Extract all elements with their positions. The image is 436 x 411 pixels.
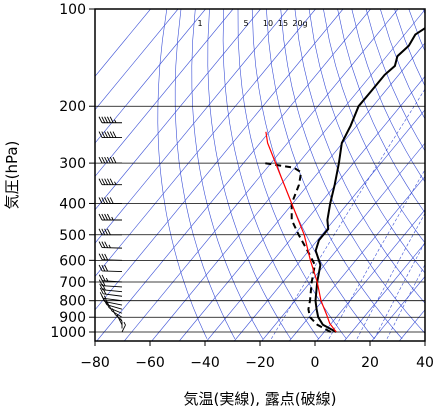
mixing-ratio-label: 20g [292,19,307,28]
isotherm-line [261,142,425,341]
isotherm-line [95,9,344,311]
y-axis-label: 気圧(hPa) [3,141,21,210]
dry-adiabat-line [308,9,425,274]
mixing-ratio-label: 1 [197,19,202,28]
y-tick-label: 100 [59,2,86,18]
isotherm-line [179,42,425,341]
mixing-ratio-label: 15 [278,19,288,28]
wind-barb [98,241,123,249]
x-tick-label: −20 [245,355,275,371]
isotherm-line [96,9,371,341]
dry-adiabat-line [157,9,208,339]
mixing-ratio-line [374,241,425,339]
wind-barb [98,228,122,236]
dry-adiabat-line [191,9,264,339]
y-tick-label: 600 [59,253,86,269]
x-tick-label: −80 [80,355,110,371]
background-lines [95,9,436,341]
x-tick-label: 40 [416,355,434,371]
y-tick-label: 900 [59,310,86,326]
dry-adiabat-line [207,9,291,339]
wind-barb [98,274,123,283]
wind-barb [121,321,126,333]
mixing-ratio-labels: 1 5 10 15 20g [197,19,307,28]
wind-barb [98,253,123,261]
wind-barb [99,292,123,302]
isotherm-line [95,9,261,211]
isotherm-line [95,9,234,177]
isotherm-line [95,9,289,244]
isotherm-line [206,75,425,341]
isotherm-line [427,9,436,341]
isotherm-line [316,209,425,341]
x-axis-ticks: −80 −60 −40 −20 0 20 40 [80,341,434,371]
dry-adiabat-line [222,9,319,339]
isotherm-line [124,9,399,341]
plot-frame [94,8,426,342]
isotherm-line [151,9,425,341]
isotherm-line [399,309,425,341]
wind-barb [98,264,123,273]
dry-adiabat-line [266,9,403,339]
mixing-ratio-line [386,263,425,339]
isotherm-line [95,9,179,111]
y-tick-label: 1000 [50,325,86,341]
wind-barb [111,308,123,322]
y-tick-label: 800 [59,294,86,310]
y-tick-label: 200 [59,99,86,115]
wind-barb [99,287,123,297]
y-tick-label: 500 [59,228,86,244]
dry-adiabat-line [365,9,425,152]
parcel-line [265,131,337,333]
isotherm-line [95,9,151,77]
dry-adiabat-line [237,9,347,339]
mixing-ratio-label: 5 [243,19,248,28]
y-tick-label: 400 [59,196,86,212]
wind-barb [98,156,122,164]
wind-barb [98,116,122,124]
isotherm-line [289,175,425,341]
dry-adiabat-line [280,9,425,334]
isotherm-line [371,276,425,341]
x-tick-label: −60 [135,355,165,371]
mixing-ratio-label: 10 [263,19,273,28]
dry-adiabat-line [174,9,236,339]
isotherm-line [95,9,206,144]
x-tick-label: 0 [311,355,320,371]
series-lines [264,26,425,333]
y-tick-label: 700 [59,275,86,291]
y-tick-label: 300 [59,156,86,172]
dry-adiabat-line [394,9,425,87]
dry-adiabat-line [408,9,425,52]
mixing-ratio-line [356,212,425,339]
wind-barb [98,197,122,204]
isotherm-line [95,9,316,277]
wind-barb [98,178,122,186]
dry-adiabat-line [294,9,425,304]
dry-adiabat-line [351,9,425,183]
dry-adiabat-line [323,9,425,244]
dry-adiabat-line [380,9,425,120]
wind-barb [98,131,122,138]
isotherm-line [234,109,425,341]
wind-barb [99,283,123,293]
temperature-line [314,26,425,333]
wind-barb [98,213,122,221]
x-tick-label: 20 [361,355,379,371]
wind-barbs [98,116,126,333]
mixing-ratio-line [271,88,425,339]
x-tick-label: −40 [190,355,220,371]
dry-adiabat-line [337,9,425,214]
x-axis-label: 気温(実線), 露点(破線) [184,390,337,408]
mixing-ratio-line [328,169,425,339]
isotherm-line [344,242,425,341]
